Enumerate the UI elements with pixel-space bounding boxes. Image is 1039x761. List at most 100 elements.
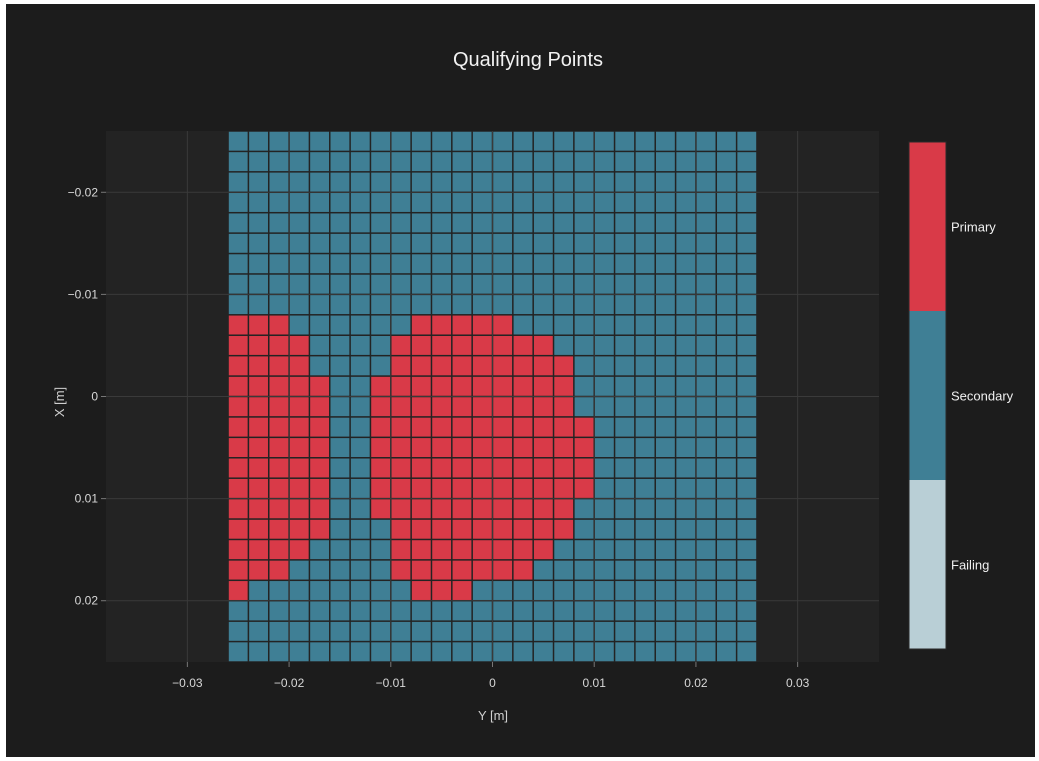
cell-primary xyxy=(513,478,533,498)
cell-secondary xyxy=(472,295,492,315)
cell-primary xyxy=(391,376,411,396)
cell-secondary xyxy=(249,274,268,294)
cell-secondary xyxy=(635,581,655,600)
cell-primary xyxy=(411,438,431,458)
cell-secondary xyxy=(737,621,757,641)
cell-primary xyxy=(554,519,574,539)
cell-secondary xyxy=(737,601,757,621)
cell-secondary xyxy=(615,213,635,233)
cell-primary xyxy=(493,499,513,519)
cell-secondary xyxy=(533,274,553,294)
cell-primary xyxy=(289,376,309,396)
cell-primary xyxy=(432,478,452,498)
cell-secondary xyxy=(717,274,736,294)
cell-secondary xyxy=(574,519,594,539)
cell-secondary xyxy=(737,499,757,519)
cell-primary xyxy=(574,478,594,498)
cell-primary xyxy=(371,499,391,519)
cell-secondary xyxy=(717,131,736,151)
cell-primary xyxy=(554,438,574,458)
cell-secondary xyxy=(574,233,594,253)
cell-secondary xyxy=(310,560,330,580)
cell-secondary xyxy=(655,458,675,478)
cell-primary xyxy=(228,458,248,478)
cell-secondary xyxy=(717,193,736,212)
cell-primary xyxy=(533,335,553,355)
cell-secondary xyxy=(330,356,350,376)
cell-primary xyxy=(472,438,492,458)
cell-primary xyxy=(249,315,268,335)
cell-secondary xyxy=(493,152,513,172)
cell-secondary xyxy=(615,335,635,355)
cell-primary xyxy=(513,438,533,458)
cell-secondary xyxy=(350,560,370,580)
cell-secondary xyxy=(533,315,553,335)
cell-secondary xyxy=(574,560,594,580)
cell-secondary xyxy=(615,417,635,437)
cell-secondary xyxy=(717,499,736,519)
cell-primary xyxy=(411,499,431,519)
cell-secondary xyxy=(574,295,594,315)
cell-primary xyxy=(574,458,594,478)
cell-secondary xyxy=(330,172,350,192)
cell-secondary xyxy=(737,519,757,539)
cell-secondary xyxy=(594,478,614,498)
cell-secondary xyxy=(717,397,736,417)
cell-secondary xyxy=(391,315,411,335)
cell-secondary xyxy=(493,642,513,662)
cell-primary xyxy=(310,499,330,519)
cell-secondary xyxy=(635,376,655,396)
cell-secondary xyxy=(615,621,635,641)
cell-secondary xyxy=(472,193,492,212)
cell-secondary xyxy=(655,519,675,539)
cell-secondary xyxy=(330,519,350,539)
cell-primary xyxy=(513,376,533,396)
cell-secondary xyxy=(574,499,594,519)
cell-secondary xyxy=(554,254,574,274)
cell-secondary xyxy=(330,274,350,294)
cell-primary xyxy=(249,458,268,478)
cell-primary xyxy=(452,356,472,376)
cell-secondary xyxy=(594,376,614,396)
cell-primary xyxy=(310,417,330,437)
cell-primary xyxy=(289,478,309,498)
heatmap-cells xyxy=(228,131,757,662)
cell-primary xyxy=(249,478,268,498)
cell-secondary xyxy=(228,233,248,253)
cell-primary xyxy=(493,458,513,478)
cell-secondary xyxy=(228,152,248,172)
cell-secondary xyxy=(655,560,675,580)
cell-primary xyxy=(452,581,472,600)
cell-secondary xyxy=(717,581,736,600)
cell-primary xyxy=(533,438,553,458)
cell-secondary xyxy=(737,581,757,600)
cell-secondary xyxy=(249,254,268,274)
cell-secondary xyxy=(350,213,370,233)
cell-secondary xyxy=(330,499,350,519)
cell-secondary xyxy=(676,295,696,315)
cell-secondary xyxy=(594,335,614,355)
cell-secondary xyxy=(696,438,716,458)
cell-primary xyxy=(432,499,452,519)
cell-secondary xyxy=(330,233,350,253)
cell-primary xyxy=(452,519,472,539)
cell-secondary xyxy=(411,233,431,253)
cell-secondary xyxy=(554,642,574,662)
cell-primary xyxy=(493,335,513,355)
cell-primary xyxy=(228,335,248,355)
cell-secondary xyxy=(635,540,655,560)
cell-secondary xyxy=(249,621,268,641)
cell-secondary xyxy=(289,131,309,151)
cell-secondary xyxy=(371,274,391,294)
cell-secondary xyxy=(452,233,472,253)
cell-secondary xyxy=(696,519,716,539)
cell-secondary xyxy=(493,601,513,621)
cell-primary xyxy=(432,315,452,335)
cell-secondary xyxy=(676,397,696,417)
cell-secondary xyxy=(371,193,391,212)
cell-secondary xyxy=(676,233,696,253)
cell-secondary xyxy=(371,233,391,253)
cell-secondary xyxy=(411,601,431,621)
cell-secondary xyxy=(513,233,533,253)
cell-secondary xyxy=(269,172,289,192)
